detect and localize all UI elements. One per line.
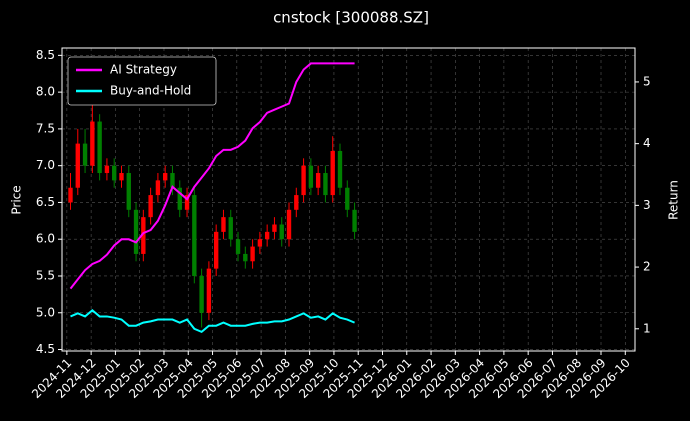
plot-frame — [61, 47, 636, 352]
chart-title: cnstock [300088.SZ] — [273, 9, 429, 27]
candle-body — [337, 150, 343, 188]
y-tick-label: 4.5 — [36, 342, 55, 356]
y-tick-label: 8.0 — [36, 85, 55, 99]
return-line — [69, 62, 355, 290]
candle-body — [264, 231, 270, 240]
y-tick-label: 8.5 — [36, 48, 55, 62]
candle-body — [345, 187, 350, 210]
y2-tick-label: 1 — [643, 321, 651, 335]
candle-body — [90, 121, 95, 166]
candle-body — [294, 195, 299, 210]
candle-body — [206, 268, 212, 313]
y-axis-label: Price — [10, 185, 24, 214]
y-tick-label: 7.5 — [36, 121, 55, 135]
y-tick-label: 5.0 — [36, 305, 55, 319]
candle-body — [315, 173, 321, 188]
y-tick-label: 7.0 — [36, 158, 55, 172]
candle-body — [235, 239, 241, 254]
candle-body — [308, 165, 314, 188]
candle-body — [141, 217, 146, 254]
y-tick-label: 5.5 — [36, 268, 55, 282]
candle-body — [243, 253, 248, 262]
candle-body — [119, 173, 124, 181]
y-tick-label: 6.0 — [36, 232, 55, 246]
candle-body — [286, 209, 292, 240]
candle-body — [257, 239, 263, 247]
candle-body — [104, 165, 110, 174]
return-line — [70, 308, 355, 334]
candle-body — [97, 121, 102, 174]
candle-body — [323, 173, 328, 196]
candle-body — [330, 150, 335, 196]
candle-body — [170, 173, 175, 188]
candle-body — [272, 224, 277, 232]
candle-body — [75, 143, 80, 188]
y2-tick-label: 2 — [643, 260, 651, 274]
legend-box — [67, 56, 217, 106]
candle-body — [68, 187, 73, 203]
y2-tick-label: 5 — [643, 74, 651, 88]
candle-body — [250, 246, 255, 262]
candle-body — [192, 195, 197, 276]
candle-body — [177, 187, 182, 210]
candle-body — [148, 195, 153, 218]
y2-tick-label: 3 — [643, 198, 651, 212]
candle-body — [184, 195, 190, 210]
candle-body — [199, 275, 204, 313]
y-tick-label: 6.5 — [36, 195, 55, 209]
candle-body — [279, 224, 284, 240]
candle-body — [112, 165, 117, 181]
candle-body — [228, 217, 233, 240]
candle-body — [213, 231, 219, 269]
y2-axis-label: Return — [667, 180, 681, 220]
candle-body — [163, 173, 168, 181]
candle-body — [155, 180, 161, 196]
candle-body — [301, 165, 306, 196]
candle-body — [82, 143, 88, 166]
legend-label: AI Strategy — [110, 63, 177, 77]
y2-tick-label: 4 — [643, 136, 651, 150]
candle-body — [352, 209, 357, 232]
candle-body — [221, 217, 226, 232]
candle-body — [126, 173, 131, 210]
legend-label: Buy-and-Hold — [110, 84, 191, 98]
candle-body — [133, 209, 139, 254]
